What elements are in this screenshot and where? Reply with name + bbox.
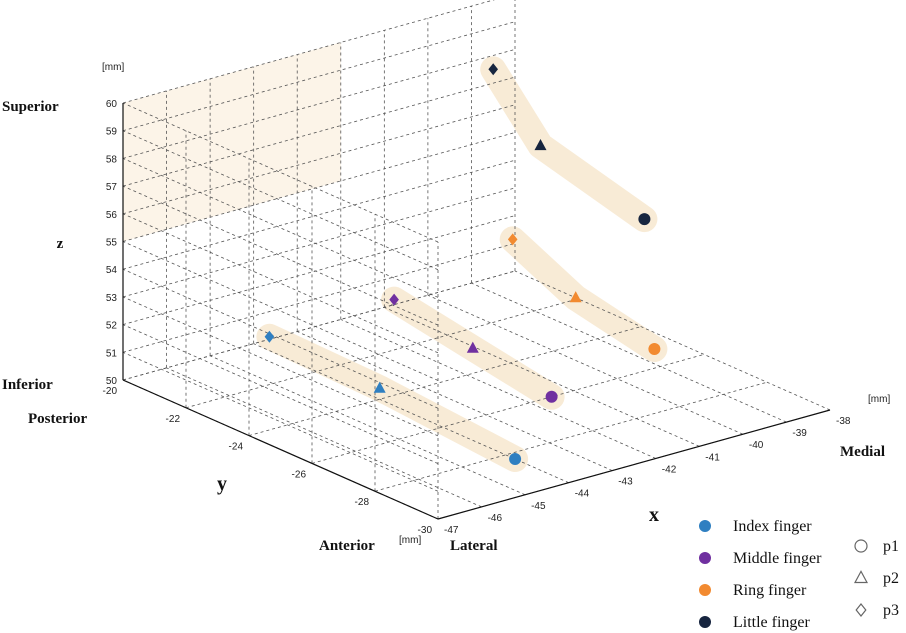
x-tick-label: -45 — [531, 501, 546, 512]
y-tick-label: -20 — [103, 386, 118, 397]
trajectory-band — [480, 56, 658, 233]
grid-line — [122, 49, 516, 159]
trajectory-band — [499, 226, 668, 362]
grid-line — [471, 282, 787, 423]
legend-marker-p2 — [853, 570, 869, 584]
z-tick-label: 53 — [106, 293, 118, 304]
middle-finger-p2-point — [466, 341, 479, 353]
z-tick-label: 55 — [106, 238, 118, 249]
z-axis-end-label-min: Inferior — [2, 377, 53, 393]
x-tick-label: -38 — [836, 416, 851, 427]
x-axis-line — [437, 409, 831, 520]
legend-label: Ring finger — [733, 582, 807, 599]
grid-line — [311, 354, 705, 464]
z-tick-label: 52 — [106, 321, 118, 332]
z-tick-label: 57 — [106, 182, 118, 193]
grid-line — [122, 242, 516, 353]
legend-swatch — [699, 616, 711, 628]
x-tick-label: -44 — [575, 489, 590, 500]
x-tick-label: -41 — [705, 452, 720, 463]
grid-line — [122, 21, 516, 132]
grid-line — [122, 132, 516, 242]
ring-finger-p3-point — [507, 233, 518, 246]
legend-swatch — [699, 520, 711, 532]
back-wall-shading — [123, 42, 341, 242]
z-tick-label: 54 — [106, 265, 118, 276]
grid-line — [122, 270, 516, 381]
y-axis-line — [122, 379, 439, 520]
tick-labels: 50 51 52 53 54 55 56 57 58 59 60 -30 -28 -26 -24 -22 -20… — [103, 99, 851, 536]
ring-finger-p2-point — [569, 291, 582, 303]
x-axis-unit: [mm] — [868, 394, 890, 405]
y-axis-end-label-max: Posterior — [28, 411, 87, 427]
x-axis-label: x — [649, 504, 659, 526]
y-tick-label: -24 — [229, 442, 244, 453]
legend-swatch — [699, 584, 711, 596]
index-finger-p1-point — [509, 453, 522, 465]
grid-line — [248, 326, 642, 436]
y-tick-label: -22 — [166, 414, 181, 425]
z-tick-label: 56 — [106, 210, 118, 221]
x-tick-label: -40 — [749, 440, 764, 451]
data-points — [264, 63, 661, 465]
z-tick-label: 58 — [106, 154, 118, 165]
x-axis-end-label-max: Medial — [840, 444, 885, 460]
index-finger-p2-point — [373, 381, 386, 393]
legend-label: Middle finger — [733, 550, 822, 567]
grid-line — [122, 76, 516, 187]
x-axis-end-label-min: Lateral — [450, 538, 497, 554]
y-tick-label: -28 — [355, 497, 370, 508]
axis-box — [122, 103, 831, 520]
x-tick-label: -42 — [662, 464, 677, 475]
grid-line — [185, 298, 579, 409]
grid-line — [122, 159, 516, 270]
z-tick-label: 51 — [106, 348, 118, 359]
middle-finger-p3-point — [389, 293, 399, 306]
legend-marker-label: p3 — [883, 602, 899, 619]
x-tick-label: -43 — [618, 477, 633, 488]
x-tick-label: -39 — [792, 428, 807, 439]
z-axis-end-label-max: Superior — [2, 99, 59, 115]
little-finger-p3-point — [488, 63, 498, 76]
little-finger-p1-point — [638, 213, 651, 226]
legend-marker-label: p1 — [883, 538, 899, 555]
z-tick-label: 50 — [106, 376, 118, 387]
legend-label: Index finger — [733, 518, 812, 535]
middle-finger-p1-point — [545, 390, 558, 403]
y-axis-unit: [mm] — [399, 535, 421, 546]
legend-marker-label: p2 — [883, 570, 899, 587]
trajectory-shading — [123, 42, 668, 472]
grid-line — [374, 381, 768, 492]
little-finger-p2-point — [534, 139, 547, 151]
z-axis-unit: [mm] — [102, 62, 124, 73]
legend-marker-p1 — [854, 539, 868, 553]
ring-finger-p1-point — [648, 343, 661, 355]
axis-labels: [mm] z Superior Inferior Posterior y Anterior [… — [2, 62, 890, 554]
legend-label: Little finger — [733, 614, 811, 631]
y-tick-label: -26 — [292, 469, 307, 480]
x-tick-label: -47 — [444, 525, 459, 536]
grid-line — [122, 104, 516, 215]
y-tick-label: -30 — [418, 525, 433, 536]
grid-line — [122, 215, 516, 325]
z-tick-label: 59 — [106, 127, 118, 138]
grid-line — [166, 367, 482, 508]
z-tick-label: 60 — [106, 99, 118, 110]
index-finger-p3-point — [264, 330, 275, 343]
x-tick-label: -46 — [488, 513, 503, 524]
legend-swatch — [699, 552, 711, 564]
legend: Index finger Middle finger Ring finger Litt… — [699, 518, 899, 631]
z-axis-label: z — [57, 236, 64, 252]
grid-line — [122, 187, 516, 298]
grid-line — [122, 0, 495, 104]
y-axis-label: y — [217, 473, 227, 495]
y-axis-end-label-min: Anterior — [319, 538, 375, 554]
legend-marker-p3 — [855, 603, 867, 617]
